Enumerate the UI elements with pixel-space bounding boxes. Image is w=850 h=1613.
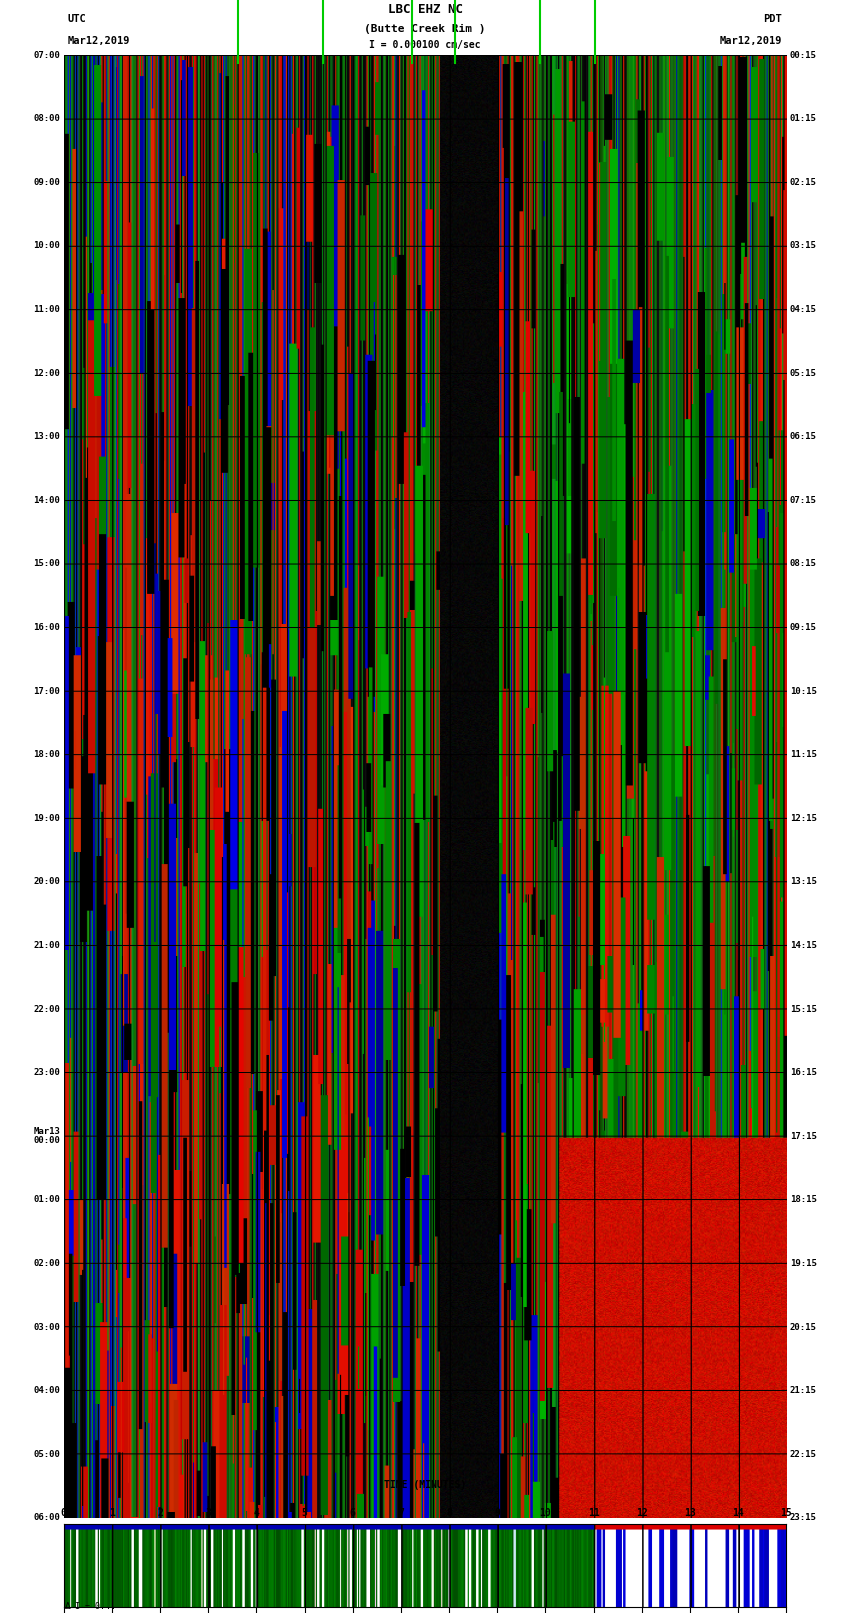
- Text: 03:15: 03:15: [790, 242, 817, 250]
- Text: Mar12,2019: Mar12,2019: [719, 35, 782, 47]
- Text: 04:15: 04:15: [790, 305, 817, 315]
- Text: 06:15: 06:15: [790, 432, 817, 440]
- Text: 12:15: 12:15: [790, 815, 817, 823]
- Text: 10:00: 10:00: [33, 242, 60, 250]
- Text: 20:15: 20:15: [790, 1323, 817, 1332]
- Text: 13:00: 13:00: [33, 432, 60, 440]
- Text: 09:15: 09:15: [790, 623, 817, 632]
- Text: LBC EHZ NC: LBC EHZ NC: [388, 3, 462, 16]
- Text: 02:15: 02:15: [790, 177, 817, 187]
- Text: 15:00: 15:00: [33, 560, 60, 568]
- Text: 04:00: 04:00: [33, 1386, 60, 1395]
- Text: I = 0.000100 cm/sec: I = 0.000100 cm/sec: [369, 40, 481, 50]
- Text: 20:00: 20:00: [33, 877, 60, 887]
- Text: 18:15: 18:15: [790, 1195, 817, 1205]
- Text: Mar12,2019: Mar12,2019: [68, 35, 131, 47]
- Text: 13:15: 13:15: [790, 877, 817, 887]
- Text: 17:15: 17:15: [790, 1132, 817, 1140]
- Text: 11:15: 11:15: [790, 750, 817, 760]
- Text: 09:00: 09:00: [33, 177, 60, 187]
- Text: PDT: PDT: [763, 15, 782, 24]
- Text: 07:15: 07:15: [790, 495, 817, 505]
- Text: 07:00: 07:00: [33, 50, 60, 60]
- Text: 12:00: 12:00: [33, 368, 60, 377]
- Text: 11:00: 11:00: [33, 305, 60, 315]
- Text: 23:00: 23:00: [33, 1068, 60, 1077]
- Text: 18:00: 18:00: [33, 750, 60, 760]
- Text: 17:00: 17:00: [33, 687, 60, 695]
- Text: 01:00: 01:00: [33, 1195, 60, 1205]
- Text: 00:15: 00:15: [790, 50, 817, 60]
- Text: 10:15: 10:15: [790, 687, 817, 695]
- Text: 08:15: 08:15: [790, 560, 817, 568]
- Text: 19:00: 19:00: [33, 815, 60, 823]
- Text: 03:00: 03:00: [33, 1323, 60, 1332]
- Text: $\Delta$ I = 0...: $\Delta$ I = 0...: [64, 1600, 115, 1611]
- Text: 01:15: 01:15: [790, 115, 817, 123]
- X-axis label: TIME (MINUTES): TIME (MINUTES): [384, 1481, 466, 1490]
- Text: 22:00: 22:00: [33, 1005, 60, 1013]
- Text: 23:15: 23:15: [790, 1513, 817, 1523]
- Text: UTC: UTC: [68, 15, 87, 24]
- Text: 14:15: 14:15: [790, 940, 817, 950]
- Text: 05:15: 05:15: [790, 368, 817, 377]
- Text: 16:15: 16:15: [790, 1068, 817, 1077]
- Text: 05:00: 05:00: [33, 1450, 60, 1458]
- Text: 00:00: 00:00: [33, 1136, 60, 1145]
- Text: (Butte Creek Rim ): (Butte Creek Rim ): [365, 24, 485, 34]
- Text: 21:00: 21:00: [33, 940, 60, 950]
- Text: 21:15: 21:15: [790, 1386, 817, 1395]
- Text: 15:15: 15:15: [790, 1005, 817, 1013]
- Text: Mar13: Mar13: [33, 1127, 60, 1136]
- Text: 22:15: 22:15: [790, 1450, 817, 1458]
- Text: 06:00: 06:00: [33, 1513, 60, 1523]
- Text: 19:15: 19:15: [790, 1260, 817, 1268]
- Text: 14:00: 14:00: [33, 495, 60, 505]
- Text: 02:00: 02:00: [33, 1260, 60, 1268]
- Text: 08:00: 08:00: [33, 115, 60, 123]
- Text: 16:00: 16:00: [33, 623, 60, 632]
